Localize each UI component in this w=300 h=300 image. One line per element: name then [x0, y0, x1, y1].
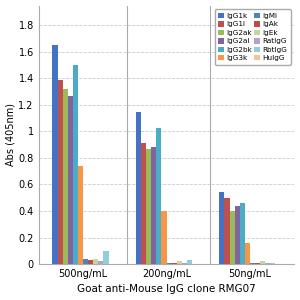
- X-axis label: Goat anti-Mouse IgG clone RMG07: Goat anti-Mouse IgG clone RMG07: [77, 284, 256, 294]
- Bar: [255, 263, 260, 264]
- Bar: [98, 261, 104, 264]
- Bar: [182, 263, 187, 264]
- Bar: [103, 251, 109, 264]
- Bar: [88, 260, 93, 264]
- Bar: [270, 263, 275, 264]
- Bar: [161, 211, 166, 264]
- Y-axis label: Abs (405nm): Abs (405nm): [6, 103, 16, 166]
- Bar: [78, 166, 83, 264]
- Bar: [141, 143, 146, 264]
- Bar: [68, 96, 73, 264]
- Bar: [136, 112, 141, 264]
- Bar: [172, 263, 177, 264]
- Bar: [93, 259, 98, 264]
- Bar: [151, 147, 156, 264]
- Bar: [235, 206, 240, 264]
- Bar: [224, 198, 230, 264]
- Bar: [265, 263, 270, 264]
- Bar: [83, 259, 88, 264]
- Bar: [63, 89, 68, 264]
- Bar: [167, 263, 172, 264]
- Bar: [177, 261, 182, 264]
- Bar: [52, 45, 58, 264]
- Bar: [260, 261, 265, 264]
- Bar: [187, 260, 192, 264]
- Bar: [73, 65, 78, 264]
- Bar: [240, 203, 245, 264]
- Bar: [250, 263, 255, 264]
- Bar: [230, 211, 235, 264]
- Legend: IgG1k, IgG1l, IgG2ak, IgG2al, IgG2bk, IgG3k, IgMl, IgAk, IgEk, RatIgG, RbtIgG, H: IgG1k, IgG1l, IgG2ak, IgG2al, IgG2bk, Ig…: [215, 9, 291, 65]
- Bar: [156, 128, 161, 264]
- Bar: [146, 149, 151, 264]
- Bar: [245, 243, 250, 264]
- Bar: [58, 80, 63, 264]
- Bar: [219, 193, 224, 264]
